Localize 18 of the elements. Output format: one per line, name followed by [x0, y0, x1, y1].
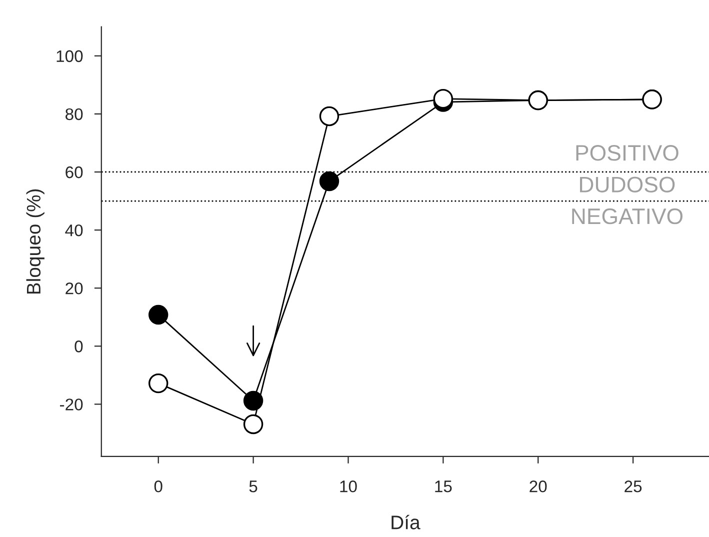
x-tick-label: 0 — [154, 480, 162, 492]
x-tick-label: 5 — [249, 480, 258, 492]
x-tick-label: 20 — [530, 480, 547, 492]
y-tick-label: 0 — [74, 340, 83, 352]
x-tick-label: 25 — [624, 480, 642, 492]
x-tick-label: 10 — [340, 480, 357, 492]
y-axis-title: Bloqueo (%) — [26, 189, 44, 294]
y-tick-label: 100 — [56, 50, 83, 62]
y-tick-label: 20 — [66, 282, 83, 294]
annotation: DUDOSO — [580, 176, 675, 192]
y-tick-label: 60 — [66, 166, 83, 178]
annotation: POSITIVO — [576, 145, 678, 161]
x-tick-label: 15 — [435, 480, 452, 492]
annotation: NEGATIVO — [572, 208, 683, 224]
y-tick-label: -20 — [60, 398, 83, 410]
y-tick-label: 40 — [65, 224, 83, 236]
x-axis-title: Día — [392, 514, 420, 530]
y-tick-label: 80 — [66, 108, 83, 120]
